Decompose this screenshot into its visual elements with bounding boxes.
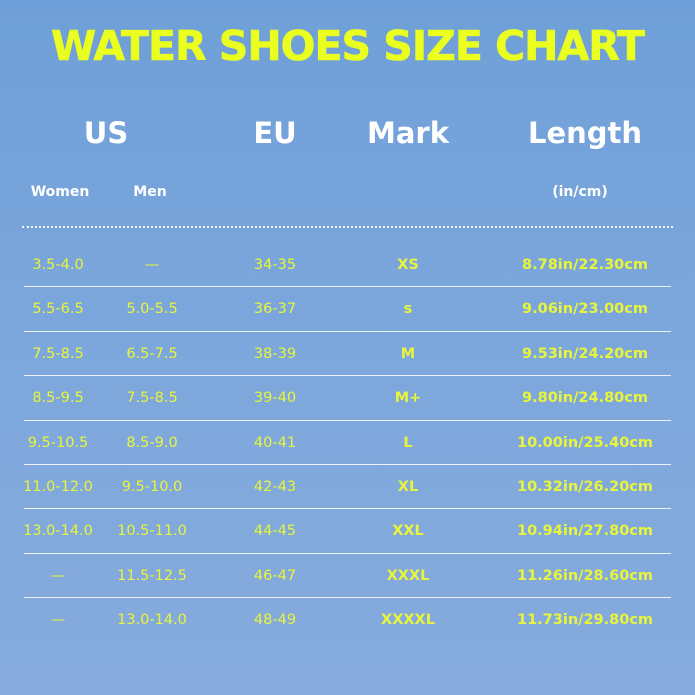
row-divider (24, 508, 671, 510)
cell-us-women: 9.5-10.5 (27, 434, 89, 451)
cell-eu: 40-41 (253, 434, 297, 451)
cell-us-men: 5.0-5.5 (126, 301, 178, 318)
cell-mark: XXL (392, 523, 424, 540)
header-mark: Mark (366, 116, 449, 150)
header-divider (22, 226, 673, 228)
cell-mark: M (400, 345, 416, 362)
cell-us-women: 3.5-4.0 (32, 257, 84, 273)
subheader-men: Men (133, 184, 167, 200)
table-row: 8.5-9.5 7.5-8.5 39-40 M+ 9.80in/24.80cm (0, 376, 695, 420)
table-row: 5.5-6.5 5.0-5.5 36-37 s 9.06in/23.00cm (0, 287, 695, 331)
header-eu: EU (253, 116, 297, 150)
cell-us-women: 13.0-14.0 (23, 523, 93, 540)
cell-length: 10.94in/27.80cm (516, 523, 654, 540)
cell-length: 11.73in/29.80cm (516, 612, 654, 629)
cell-us-men: 13.0-14.0 (117, 612, 187, 629)
header-us: US (83, 116, 129, 150)
table-row: — 13.0-14.0 48-49 XXXXL 11.73in/29.80cm (0, 598, 695, 642)
cell-eu: 36-37 (253, 301, 297, 318)
row-divider (24, 286, 671, 288)
row-divider (24, 330, 671, 332)
table-row: 11.0-12.0 9.5-10.0 42-43 XL 10.32in/26.20cm (0, 465, 695, 509)
cell-us-women: 11.0-12.0 (23, 479, 93, 495)
cell-us-men: 11.5-12.5 (117, 567, 187, 584)
cell-mark: M+ (394, 390, 422, 407)
cell-length: 9.80in/24.80cm (522, 390, 648, 407)
cell-mark: XS (397, 257, 419, 273)
cell-us-women: 8.5-9.5 (32, 390, 84, 407)
cell-length: 10.32in/26.20cm (516, 479, 654, 495)
cell-length: 11.26in/28.60cm (516, 567, 654, 584)
table-row: 3.5-4.0 — 34-35 XS 8.78in/22.30cm (0, 243, 695, 287)
table-row: 13.0-14.0 10.5-11.0 44-45 XXL 10.94in/27.80c… (0, 509, 695, 553)
cell-eu: 38-39 (253, 345, 297, 362)
cell-eu: 46-47 (253, 567, 297, 584)
cell-us-men: 7.5-8.5 (126, 390, 178, 407)
row-divider (24, 419, 671, 421)
cell-mark: s (403, 301, 413, 318)
cell-us-men: 10.5-11.0 (117, 523, 187, 540)
cell-eu: 48-49 (253, 612, 297, 629)
cell-us-men: 9.5-10.0 (121, 479, 183, 495)
cell-us-women: 7.5-8.5 (32, 345, 84, 362)
cell-eu: 34-35 (253, 257, 297, 273)
chart-title: WATER SHOES SIZE CHART (51, 22, 645, 71)
row-divider (24, 375, 671, 377)
cell-us-women: — (50, 612, 66, 629)
cell-mark: XXXXL (381, 612, 435, 629)
cell-us-men: — (144, 257, 160, 273)
cell-eu: 44-45 (253, 523, 297, 540)
table-row: 7.5-8.5 6.5-7.5 38-39 M 9.53in/24.20cm (0, 332, 695, 376)
row-divider (24, 597, 671, 599)
cell-length: 10.00in/25.40cm (516, 434, 654, 451)
cell-us-women: 5.5-6.5 (32, 301, 84, 318)
cell-mark: L (403, 434, 413, 451)
cell-mark: XXXL (386, 567, 430, 584)
subheader-women: Women (30, 184, 90, 200)
cell-eu: 42-43 (253, 479, 297, 495)
cell-us-men: 8.5-9.0 (126, 434, 178, 451)
cell-length: 9.53in/24.20cm (522, 345, 648, 362)
cell-length: 9.06in/23.00cm (522, 301, 648, 318)
row-divider (24, 464, 671, 465)
subheader-length-unit: (in/cm) (552, 184, 608, 200)
cell-length: 8.78in/22.30cm (522, 257, 648, 273)
table-row: 9.5-10.5 8.5-9.0 40-41 L 10.00in/25.40cm (0, 421, 695, 465)
cell-eu: 39-40 (253, 390, 297, 407)
cell-mark: XL (397, 479, 419, 495)
cell-us-men: 6.5-7.5 (126, 345, 178, 362)
cell-us-women: — (50, 567, 66, 584)
row-divider (24, 552, 671, 554)
header-length: Length (527, 116, 643, 150)
table-row: — 11.5-12.5 46-47 XXXL 11.26in/28.60cm (0, 554, 695, 598)
